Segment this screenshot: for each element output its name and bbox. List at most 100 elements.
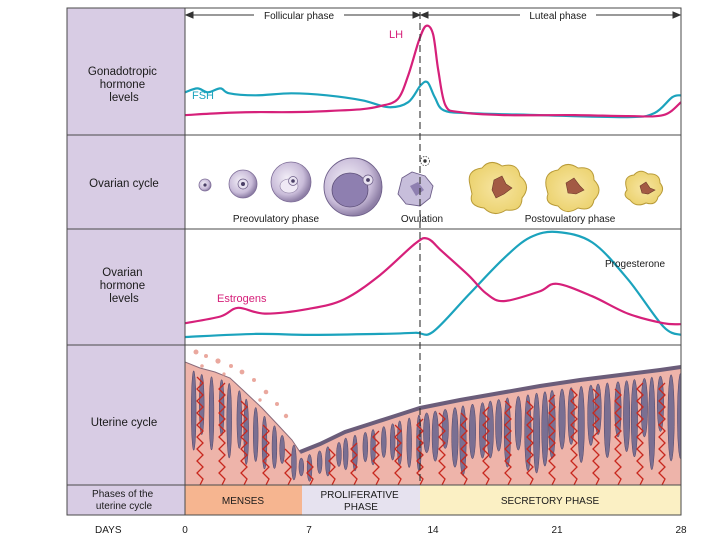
row-label-gonadotropic: Gonadotropic hormone levels — [88, 66, 160, 104]
gland — [291, 444, 297, 481]
gland — [253, 407, 259, 462]
day-tick-7: 7 — [306, 525, 312, 536]
gland — [390, 423, 396, 461]
gland — [541, 391, 549, 467]
spiral-artery — [306, 460, 314, 485]
spiral-artery — [658, 382, 666, 485]
label-column — [67, 8, 185, 485]
gland — [226, 382, 232, 459]
endometrium-illustration — [185, 349, 681, 485]
gland — [381, 426, 387, 458]
corpus-luteum-large — [468, 162, 527, 214]
spiral-artery — [592, 388, 600, 485]
gland — [630, 379, 638, 458]
corpus-luteum-medium — [545, 164, 600, 212]
row-label-uterine-cycle: Uterine cycle — [91, 417, 157, 429]
day-tick-0: 0 — [182, 525, 188, 536]
endometrium-surface — [299, 365, 681, 454]
gland — [623, 380, 631, 453]
spiral-artery — [636, 382, 644, 485]
gland — [336, 442, 342, 467]
menses-bar — [185, 485, 302, 515]
gland — [558, 388, 566, 450]
gland — [406, 417, 412, 468]
gland — [577, 385, 585, 463]
day-tick-21: 21 — [551, 525, 563, 536]
spiral-artery — [614, 388, 622, 485]
gland — [587, 384, 595, 446]
ovulating-follicle — [397, 171, 434, 207]
phase-label-cell — [67, 485, 185, 515]
phase-arrows — [184, 11, 682, 19]
primary-follicle — [228, 169, 258, 199]
lh-label: LH — [389, 29, 403, 41]
spiral-artery — [504, 400, 512, 485]
gland — [495, 399, 503, 452]
menses-label: MENSES — [222, 496, 265, 507]
days-label: DAYS — [95, 525, 122, 536]
luteal-phase-label: Luteal phase — [529, 11, 587, 22]
preovulatory-label: Preovulatory phase — [233, 214, 320, 225]
spiral-arteries — [196, 376, 666, 485]
gland — [514, 395, 522, 451]
spiral-artery — [328, 448, 336, 485]
gland — [271, 425, 278, 469]
day-tick-14: 14 — [427, 525, 439, 536]
row-label-phases: Phases of the uterine cycle — [92, 489, 156, 512]
day-tick-28: 28 — [675, 525, 687, 536]
spiral-artery — [350, 442, 358, 485]
estrogens-label: Estrogens — [217, 293, 267, 305]
fsh-curve — [184, 80, 682, 119]
estrogens-curve — [184, 236, 682, 326]
corpus-luteum-small — [624, 170, 664, 206]
gland — [279, 435, 285, 464]
lh-curve — [184, 24, 682, 118]
gland — [362, 431, 368, 463]
grid-lines — [66, 7, 682, 516]
postovulatory-label: Postovulatory phase — [525, 214, 616, 225]
gland — [533, 392, 541, 474]
gland — [208, 376, 215, 451]
spiral-artery — [372, 430, 380, 485]
spiral-artery — [460, 412, 468, 485]
spiral-artery — [438, 412, 446, 485]
uterine-glands — [191, 370, 681, 482]
spiral-artery — [262, 424, 270, 485]
gland — [191, 370, 197, 451]
progesterone-curve — [184, 230, 682, 339]
row-label-ovarian-hormone: Ovarian hormone levels — [100, 267, 149, 305]
fsh-label: FSH — [192, 90, 214, 102]
secretory-bar — [420, 485, 681, 515]
spiral-artery — [394, 424, 402, 485]
day-axis: 0 7 14 21 28 — [182, 525, 687, 536]
spiral-artery — [548, 394, 556, 485]
primordial-follicle — [198, 178, 212, 192]
gland — [648, 376, 656, 470]
gland — [298, 457, 304, 477]
gland — [479, 402, 486, 459]
spiral-artery — [284, 448, 292, 485]
proliferative-bar — [302, 485, 420, 515]
progesterone-label: Progesterone — [605, 259, 665, 270]
spiral-artery — [570, 388, 578, 485]
spiral-artery — [526, 400, 534, 485]
spiral-artery — [196, 376, 204, 485]
ovarian-follicles — [198, 156, 664, 217]
spiral-artery — [218, 382, 226, 485]
ovulation-label: Ovulation — [401, 214, 443, 225]
gland — [261, 415, 268, 470]
gland — [640, 378, 648, 438]
gland — [431, 410, 439, 462]
gland — [603, 382, 611, 459]
proliferative-label: PROLIFERATIVE PHASE — [321, 490, 402, 513]
gland — [451, 407, 459, 468]
row-label-ovarian-cycle: Ovarian cycle — [89, 178, 159, 190]
follicular-phase-label: Follicular phase — [264, 11, 334, 22]
gland — [469, 403, 476, 459]
spiral-artery — [482, 406, 490, 485]
gland — [343, 437, 349, 471]
released-oocyte — [420, 156, 430, 166]
gland — [236, 390, 242, 449]
secretory-label: SECRETORY PHASE — [501, 496, 600, 507]
